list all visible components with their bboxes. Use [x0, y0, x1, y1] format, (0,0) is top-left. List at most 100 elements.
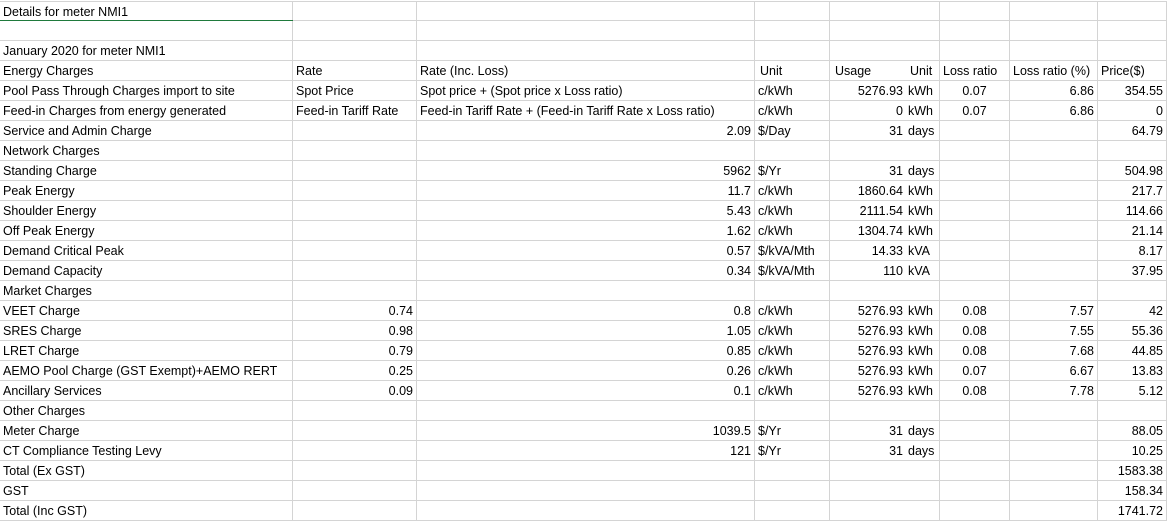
- unit-cell[interactable]: c/kWh: [755, 361, 830, 380]
- loss-ratio-cell[interactable]: [940, 221, 1010, 240]
- unit-cell[interactable]: $/kVA/Mth: [755, 261, 830, 280]
- loss-ratio-cell[interactable]: [940, 161, 1010, 180]
- usage-cell[interactable]: 31 days: [830, 421, 940, 440]
- price-cell[interactable]: 158.34: [1098, 481, 1167, 500]
- usage-cell[interactable]: 31 days: [830, 161, 940, 180]
- rate-inc-loss-value-cell[interactable]: 1.05: [417, 321, 755, 340]
- unit-cell[interactable]: c/kWh: [755, 81, 830, 100]
- loss-ratio-pct-header[interactable]: Loss ratio (%): [1010, 61, 1098, 80]
- unit-cell[interactable]: c/kWh: [755, 321, 830, 340]
- rate-cell[interactable]: [293, 401, 417, 420]
- loss-ratio-pct-cell[interactable]: [1010, 461, 1098, 480]
- usage-cell[interactable]: 31 days: [830, 441, 940, 460]
- usage-cell[interactable]: 5276.93 kWh: [830, 301, 940, 320]
- rate-inc-loss-value-cell[interactable]: 5.43: [417, 201, 755, 220]
- rate-cell[interactable]: [293, 201, 417, 220]
- loss-ratio-pct-cell[interactable]: 6.86: [1010, 101, 1098, 120]
- loss-ratio-pct-cell[interactable]: [1010, 481, 1098, 500]
- usage-header[interactable]: Usage Unit: [830, 61, 940, 80]
- rate-cell[interactable]: [293, 421, 417, 440]
- loss-ratio-cell[interactable]: [940, 501, 1010, 520]
- row-label-cell[interactable]: AEMO Pool Charge (GST Exempt)+AEMO RERT: [0, 361, 293, 380]
- loss-ratio-pct-cell[interactable]: [1010, 281, 1098, 300]
- loss-ratio-cell[interactable]: [940, 241, 1010, 260]
- loss-ratio-cell[interactable]: [940, 261, 1010, 280]
- rate-inc-loss-value-cell[interactable]: 1039.5: [417, 421, 755, 440]
- usage-cell[interactable]: 0 kWh: [830, 101, 940, 120]
- rate-inc-loss-cell[interactable]: Feed-in Tariff Rate + (Feed-in Tariff Ra…: [417, 101, 755, 120]
- rate-header[interactable]: Rate: [293, 61, 417, 80]
- row-label-cell[interactable]: Demand Critical Peak: [0, 241, 293, 260]
- usage-cell[interactable]: 14.33 kVA: [830, 241, 940, 260]
- rate-cell[interactable]: [293, 441, 417, 460]
- loss-ratio-pct-cell[interactable]: [1010, 261, 1098, 280]
- rate-inc-loss-cell[interactable]: Spot price + (Spot price x Loss ratio): [417, 81, 755, 100]
- row-label-cell[interactable]: Total (Inc GST): [0, 501, 293, 520]
- row-label-cell[interactable]: Peak Energy: [0, 181, 293, 200]
- rate-inc-loss-value-cell[interactable]: 5962: [417, 161, 755, 180]
- rate-inc-loss-cell[interactable]: [417, 281, 755, 300]
- price-cell[interactable]: 10.25: [1098, 441, 1167, 460]
- unit-cell[interactable]: c/kWh: [755, 201, 830, 220]
- loss-ratio-cell[interactable]: 0.08: [940, 301, 1010, 320]
- price-cell[interactable]: 21.14: [1098, 221, 1167, 240]
- rate-cell[interactable]: [293, 241, 417, 260]
- row-label-cell[interactable]: Demand Capacity: [0, 261, 293, 280]
- price-cell[interactable]: 354.55: [1098, 81, 1167, 100]
- rate-inc-loss-cell[interactable]: [417, 401, 755, 420]
- unit-cell[interactable]: [755, 281, 830, 300]
- price-cell[interactable]: 13.83: [1098, 361, 1167, 380]
- loss-ratio-pct-cell[interactable]: [1010, 401, 1098, 420]
- price-cell[interactable]: 1583.38: [1098, 461, 1167, 480]
- usage-cell[interactable]: [830, 501, 940, 520]
- row-label-cell[interactable]: CT Compliance Testing Levy: [0, 441, 293, 460]
- unit-cell[interactable]: [755, 501, 830, 520]
- loss-ratio-cell[interactable]: 0.08: [940, 321, 1010, 340]
- loss-ratio-cell[interactable]: [940, 401, 1010, 420]
- price-cell[interactable]: [1098, 141, 1167, 160]
- unit-cell[interactable]: [755, 141, 830, 160]
- rate-inc-loss-cell[interactable]: [417, 501, 755, 520]
- loss-ratio-pct-cell[interactable]: 7.57: [1010, 301, 1098, 320]
- unit-cell[interactable]: $/kVA/Mth: [755, 241, 830, 260]
- loss-ratio-pct-cell[interactable]: [1010, 201, 1098, 220]
- row-label-cell[interactable]: SRES Charge: [0, 321, 293, 340]
- usage-cell[interactable]: [830, 401, 940, 420]
- row-label-cell[interactable]: Pool Pass Through Charges import to site: [0, 81, 293, 100]
- unit-cell[interactable]: [755, 401, 830, 420]
- loss-ratio-cell[interactable]: [940, 181, 1010, 200]
- loss-ratio-pct-cell[interactable]: [1010, 181, 1098, 200]
- unit-cell[interactable]: $/Yr: [755, 421, 830, 440]
- price-cell[interactable]: 88.05: [1098, 421, 1167, 440]
- rate-inc-loss-value-cell[interactable]: 0.34: [417, 261, 755, 280]
- loss-ratio-cell[interactable]: 0.08: [940, 381, 1010, 400]
- unit-cell[interactable]: c/kWh: [755, 301, 830, 320]
- row-label-cell[interactable]: Other Charges: [0, 401, 293, 420]
- rate-inc-loss-value-cell[interactable]: 0.26: [417, 361, 755, 380]
- rate-cell[interactable]: [293, 281, 417, 300]
- price-cell[interactable]: 37.95: [1098, 261, 1167, 280]
- rate-cell[interactable]: Spot Price: [293, 81, 417, 100]
- loss-ratio-pct-cell[interactable]: 6.86: [1010, 81, 1098, 100]
- unit-cell[interactable]: c/kWh: [755, 221, 830, 240]
- rate-inc-loss-value-cell[interactable]: 2.09: [417, 121, 755, 140]
- loss-ratio-cell[interactable]: 0.08: [940, 341, 1010, 360]
- rate-cell[interactable]: [293, 121, 417, 140]
- rate-inc-loss-value-cell[interactable]: 1.62: [417, 221, 755, 240]
- loss-ratio-cell[interactable]: 0.07: [940, 81, 1010, 100]
- price-cell[interactable]: 114.66: [1098, 201, 1167, 220]
- rate-inc-loss-header[interactable]: Rate (Inc. Loss): [417, 61, 755, 80]
- loss-ratio-pct-cell[interactable]: [1010, 241, 1098, 260]
- period-title-cell[interactable]: January 2020 for meter NMI1: [0, 41, 293, 60]
- rate-cell[interactable]: [293, 501, 417, 520]
- usage-cell[interactable]: 5276.93 kWh: [830, 361, 940, 380]
- row-label-cell[interactable]: LRET Charge: [0, 341, 293, 360]
- price-cell[interactable]: 8.17: [1098, 241, 1167, 260]
- loss-ratio-pct-cell[interactable]: 7.55: [1010, 321, 1098, 340]
- loss-ratio-cell[interactable]: [940, 481, 1010, 500]
- usage-cell[interactable]: 1304.74 kWh: [830, 221, 940, 240]
- loss-ratio-cell[interactable]: [940, 461, 1010, 480]
- price-cell[interactable]: 217.7: [1098, 181, 1167, 200]
- rate-cell[interactable]: [293, 261, 417, 280]
- unit-cell[interactable]: $/Yr: [755, 441, 830, 460]
